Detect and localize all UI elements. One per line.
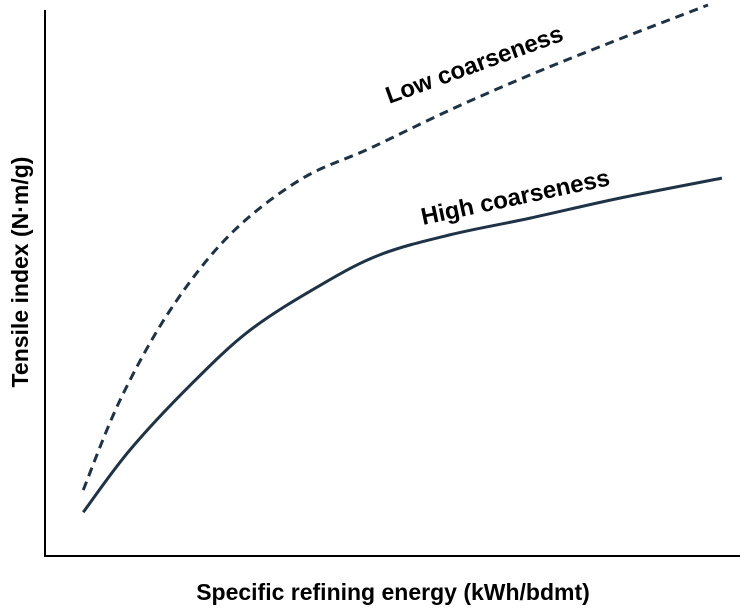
line-series bbox=[81, 3, 709, 491]
x-axis-label: Specific refining energy (kWh/bdmt) bbox=[196, 579, 590, 605]
series-label: Low coarseness bbox=[382, 20, 567, 109]
line-series bbox=[82, 176, 723, 514]
y-axis-label: Tensile index (N·m/g) bbox=[7, 157, 33, 388]
